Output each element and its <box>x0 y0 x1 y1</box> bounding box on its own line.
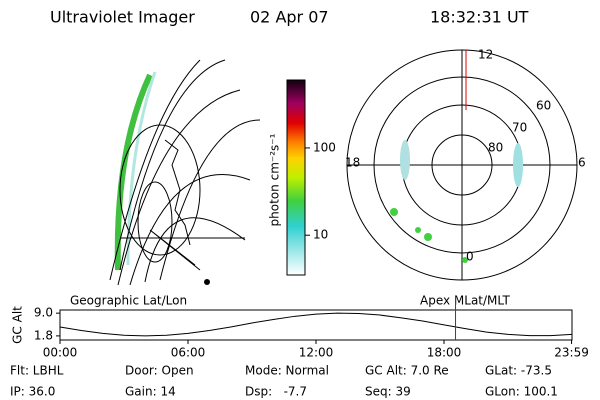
mlt-label: 0 <box>466 250 474 264</box>
title: Ultraviolet Imager <box>50 8 195 27</box>
mlt-label: 18 <box>345 156 360 170</box>
mlt-label: 6 <box>578 156 586 170</box>
map-label: Geographic Lat/Lon <box>70 294 187 308</box>
status-field: Door: Open <box>125 364 194 378</box>
status-field: GC Alt: 7.0 Re <box>365 364 449 378</box>
y-tick-label: 9.0 <box>34 306 53 320</box>
colorbar-label: photon cm⁻²s⁻¹ <box>268 133 282 226</box>
status-field: Seq: 39 <box>365 385 411 399</box>
status-field: Dsp: -7.7 <box>245 385 307 399</box>
lat-label: 60 <box>536 99 551 113</box>
status-field: IP: 36.0 <box>10 385 55 399</box>
x-tick-label: 18:00 <box>427 346 462 360</box>
mlt-label: 12 <box>478 48 493 62</box>
lat-label: 70 <box>512 121 527 135</box>
status-field: Flt: LBHL <box>10 364 64 378</box>
x-tick-label: 12:00 <box>299 346 334 360</box>
status-field: Mode: Normal <box>245 364 329 378</box>
geo-map <box>109 59 261 286</box>
colorbar <box>286 79 306 276</box>
status-field: GLat: -73.5 <box>485 364 552 378</box>
colorbar-tick-label: 100 <box>313 140 336 154</box>
polar-plot <box>346 49 578 281</box>
date: 02 Apr 07 <box>250 8 329 27</box>
y-label: GC Alt <box>11 306 25 344</box>
time: 18:32:31 UT <box>430 8 529 27</box>
x-tick-label: 00:00 <box>43 346 78 360</box>
alt-line <box>59 312 573 337</box>
polar-label: Apex MLat/MLT <box>420 294 510 308</box>
status-field: GLon: 100.1 <box>485 385 558 399</box>
x-tick-label: 23:59 <box>554 346 589 360</box>
status-field: Gain: 14 <box>125 385 176 399</box>
lat-label: 80 <box>488 141 503 155</box>
y-tick-label: 1.8 <box>34 328 53 342</box>
x-tick-label: 06:00 <box>171 346 206 360</box>
colorbar-tick-label: 10 <box>313 228 328 242</box>
